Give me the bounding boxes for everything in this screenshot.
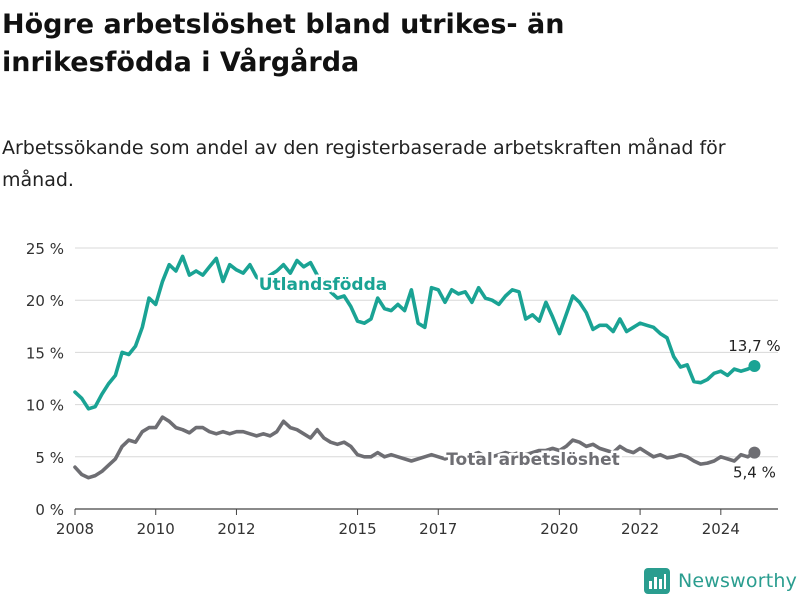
x-tick-label: 2012 [217, 520, 255, 538]
end-label-total: 5,4 % [733, 464, 776, 482]
x-tick-label: 2010 [137, 520, 175, 538]
x-tick-label: 2015 [338, 520, 376, 538]
y-tick-label: 10 % [26, 397, 64, 415]
x-tick-label: 2024 [702, 520, 740, 538]
x-tick-label: 2020 [540, 520, 578, 538]
chart-subtitle: Arbetssökande som andel av den registerb… [2, 137, 726, 191]
x-tick-label: 2017 [419, 520, 457, 538]
end-label-utlandsfodda: 13,7 % [728, 337, 780, 355]
y-tick-label: 5 % [35, 449, 64, 467]
series-line-total [73, 415, 757, 480]
series-label-utlandsfodda: Utlandsfödda [259, 275, 388, 295]
x-tick-label: 2008 [56, 520, 94, 538]
y-tick-label: 25 % [26, 240, 64, 258]
newsworthy-logo-icon [644, 568, 670, 594]
brand-logo: Newsworthy [644, 568, 797, 594]
end-point-total [748, 446, 761, 459]
y-tick-label: 0 % [35, 501, 64, 519]
brand-name: Newsworthy [678, 570, 798, 592]
line-chart: 0 % 5 % 10 % 15 % 20 % 25 % 2008 2010 2012 2015 20… [26, 240, 781, 538]
chart-title: Högre arbetslöshet bland utrikes- än inr… [2, 9, 565, 78]
end-point-utlandsfodda [748, 359, 761, 372]
x-tick-label: 2022 [621, 520, 659, 538]
series-label-total: Total arbetslöshet [446, 450, 620, 470]
y-tick-label: 20 % [26, 292, 64, 310]
series-line-utlandsfodda [73, 254, 757, 411]
y-tick-label: 15 % [26, 344, 64, 362]
